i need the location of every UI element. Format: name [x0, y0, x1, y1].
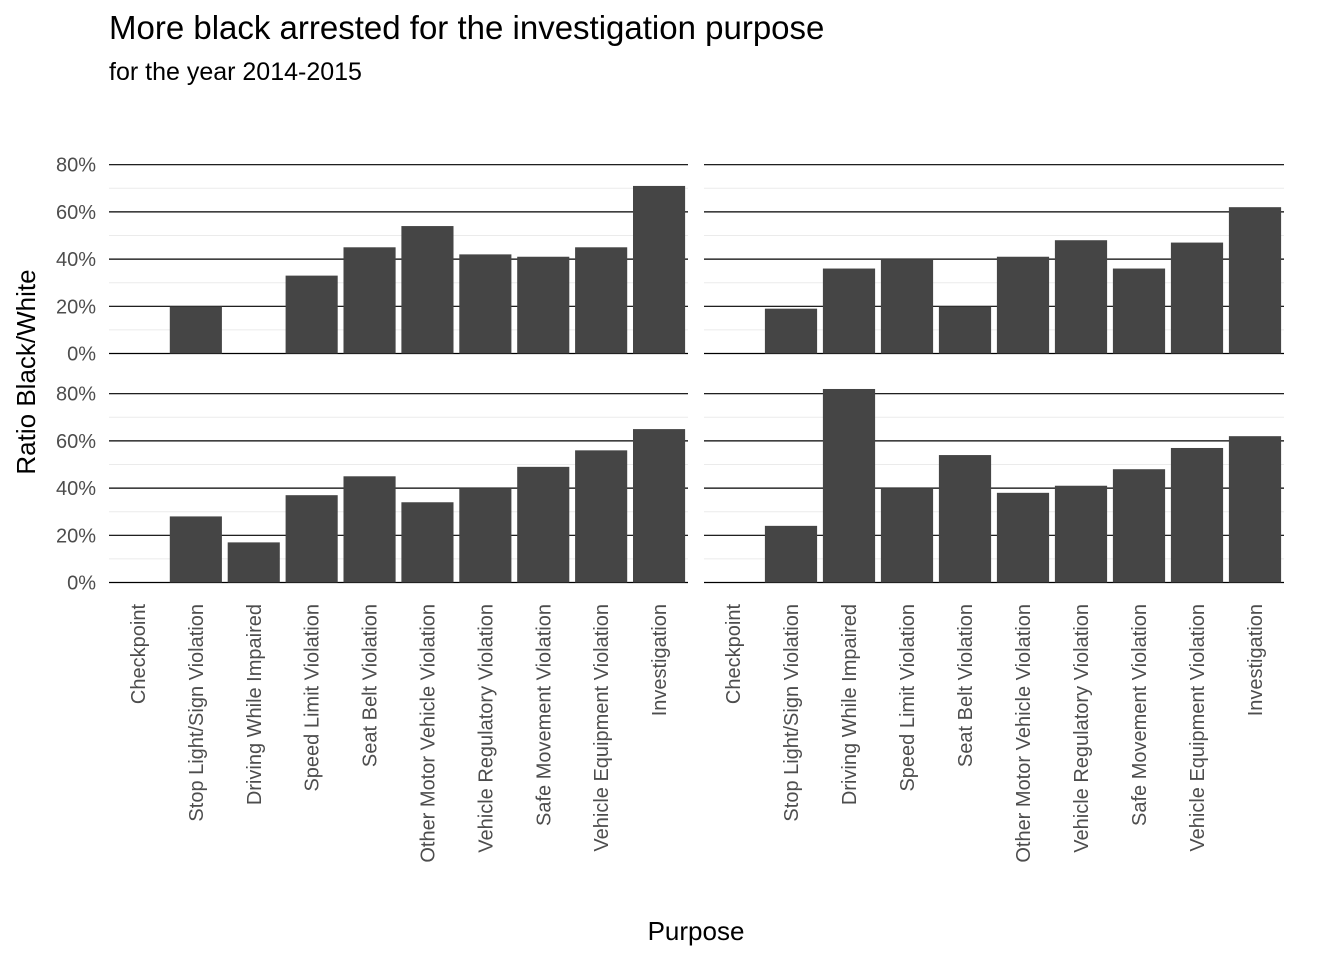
bar — [880, 259, 934, 354]
x-tick-label: Other Motor Vehicle Violation — [1013, 604, 1035, 863]
bar — [938, 455, 992, 583]
x-tick-label: Checkpoint — [723, 604, 745, 705]
x-tick-label: Vehicle Equipment Violation — [591, 604, 613, 852]
bar — [517, 466, 570, 583]
bar — [343, 476, 396, 583]
x-tick-label: Stop Light/Sign Violation — [781, 604, 803, 822]
bar — [996, 492, 1050, 583]
bar — [1228, 436, 1282, 583]
bar — [938, 306, 992, 354]
bar — [1054, 485, 1108, 583]
y-tick-label: 40% — [56, 478, 96, 500]
bar — [459, 488, 512, 583]
bar — [632, 429, 686, 583]
x-tick-label: Vehicle Equipment Violation — [1187, 604, 1209, 852]
x-axis-title: Purpose — [648, 916, 745, 946]
chart-title: More black arrested for the investigatio… — [109, 9, 825, 46]
y-tick-label: 60% — [56, 202, 96, 224]
x-tick-label: Safe Movement Violation — [1129, 604, 1151, 826]
x-tick-label: Vehicle Regulatory Violation — [475, 604, 497, 853]
bar — [822, 388, 876, 583]
x-tick-label: Investigation — [1245, 604, 1267, 716]
bar — [169, 306, 222, 354]
bar — [401, 502, 454, 583]
bar — [517, 256, 570, 354]
bar — [401, 226, 454, 354]
bar — [169, 516, 222, 583]
x-tick-label: Speed Limit Violation — [897, 604, 919, 792]
bar — [227, 542, 280, 583]
bar — [764, 308, 818, 354]
x-tick-label: Vehicle Regulatory Violation — [1071, 604, 1093, 853]
bar — [1054, 240, 1108, 354]
bar — [1112, 268, 1166, 354]
bar — [1170, 242, 1224, 354]
x-tick-label: Seat Belt Violation — [360, 604, 382, 767]
x-tick-label: Investigation — [649, 604, 671, 716]
y-tick-label: 40% — [56, 249, 96, 271]
bar — [996, 256, 1050, 354]
bar — [1112, 469, 1166, 583]
y-axis-title: Ratio Black/White — [11, 269, 41, 474]
bar — [1170, 447, 1224, 583]
y-tick-label: 80% — [56, 384, 96, 406]
y-tick-label: 80% — [56, 155, 96, 177]
bar — [1228, 207, 1282, 354]
x-tick-label: Checkpoint — [128, 604, 150, 705]
y-tick-label: 20% — [56, 296, 96, 318]
x-tick-label: Seat Belt Violation — [955, 604, 977, 767]
x-tick-label: Driving While Impaired — [839, 604, 861, 805]
bar — [343, 247, 396, 354]
x-tick-label: Driving While Impaired — [244, 604, 266, 805]
x-tick-label: Safe Movement Violation — [533, 604, 555, 826]
bar — [459, 254, 512, 354]
y-tick-label: 0% — [67, 573, 96, 595]
bar — [285, 495, 338, 583]
y-tick-label: 60% — [56, 431, 96, 453]
bar — [632, 185, 686, 354]
bar — [575, 450, 628, 583]
chart-subtitle: for the year 2014-2015 — [109, 58, 362, 86]
bar — [285, 275, 338, 354]
x-tick-label: Other Motor Vehicle Violation — [417, 604, 439, 863]
bar — [822, 268, 876, 354]
y-tick-label: 20% — [56, 525, 96, 547]
bar — [764, 525, 818, 583]
y-tick-label: 0% — [67, 344, 96, 366]
x-tick-label: Speed Limit Violation — [302, 604, 324, 792]
bar — [575, 247, 628, 354]
bar — [880, 488, 934, 583]
x-tick-label: Stop Light/Sign Violation — [186, 604, 208, 822]
